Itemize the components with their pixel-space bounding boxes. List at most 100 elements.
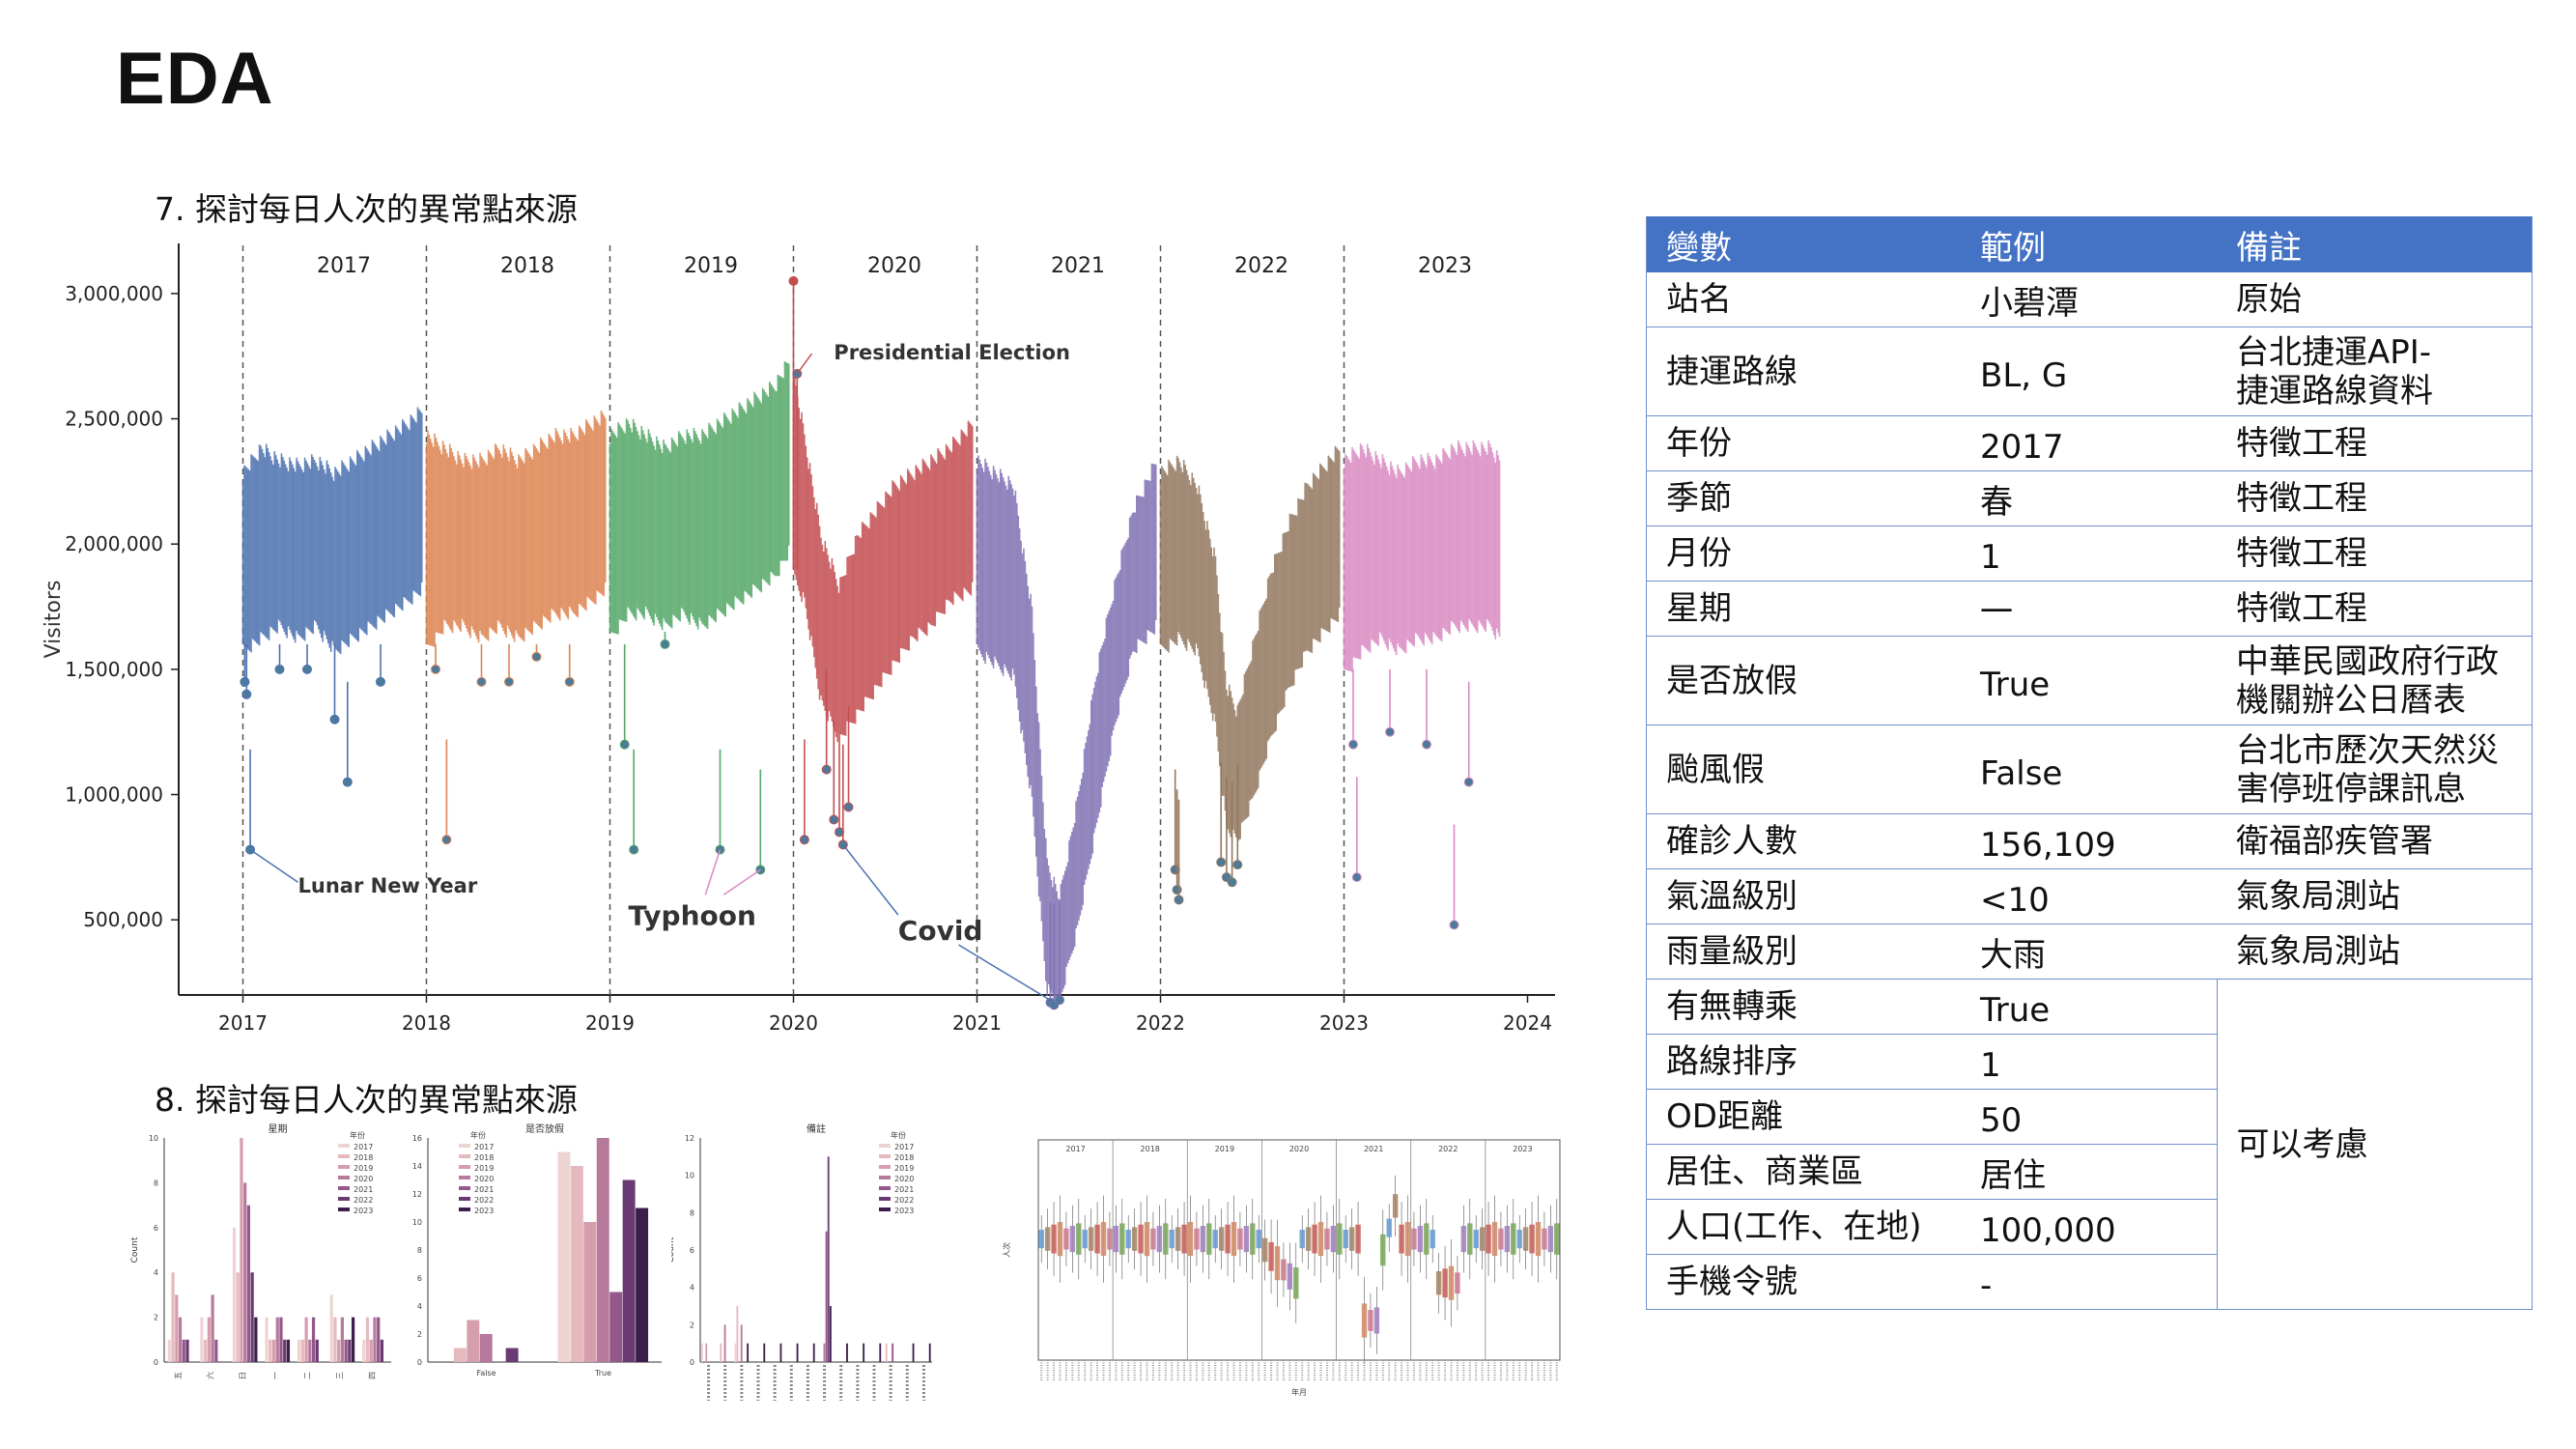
outlier-point (1055, 995, 1064, 1006)
cell-note-merged: 可以考慮 (2216, 979, 2533, 1310)
annotation-line (704, 849, 722, 895)
legend: 年份 2017 2018 2019 2020 2021 2022 2023 (879, 1130, 914, 1215)
thumb-box (1547, 1226, 1554, 1253)
thumb-box (1175, 1227, 1181, 1251)
thumb-y-tick: 0 (417, 1358, 422, 1367)
outlier-point (1232, 860, 1243, 870)
thumb-box (1417, 1226, 1424, 1253)
annotation-lunar-new-year: Lunar New Year (298, 874, 478, 897)
outlier-point (531, 651, 542, 662)
thumb-bar (167, 1339, 171, 1362)
thumb-box (1504, 1226, 1511, 1253)
thumb-box (1448, 1265, 1455, 1300)
thumb-bar (636, 1208, 649, 1362)
thumb-box (1529, 1224, 1535, 1254)
cell-note: 特徵工程 (2217, 415, 2533, 471)
thumb-bar (892, 1343, 894, 1362)
thumb-y-tick: 8 (690, 1208, 694, 1217)
thumb-y-label: Count (401, 1236, 404, 1263)
thumb-year-label: 2017 (1065, 1145, 1085, 1153)
cell-variable: 有無轉乘 (1646, 979, 1961, 1035)
thumb-bar (812, 1343, 815, 1362)
cell-example: 2017 (1961, 415, 2217, 471)
thumb-box (1330, 1226, 1337, 1253)
legend-title: 年份 (350, 1130, 365, 1140)
cell-note: 中華民國政府行政 機關辦公日曆表 (2217, 636, 2533, 725)
thumb-bar (311, 1317, 316, 1362)
outlier-point (1348, 739, 1358, 750)
thumb-bar (308, 1339, 312, 1362)
thumb-bar (505, 1348, 519, 1362)
thumb-bar (380, 1339, 384, 1362)
thumb-x-tick: 二 (303, 1372, 312, 1379)
outlier-point (829, 814, 839, 825)
annotation-line (249, 848, 298, 883)
thumb-bar (275, 1317, 279, 1362)
cell-note: 特徵工程 (2217, 470, 2533, 526)
thumb-box (1051, 1224, 1057, 1254)
outlier-point (619, 739, 630, 750)
annotation-point (789, 276, 798, 286)
thumb-bar (609, 1292, 623, 1362)
legend-label: 2022 (894, 1196, 914, 1205)
y-tick-label: 2,500,000 (65, 408, 163, 431)
section-8-title: 8. 探討每日人次的異常點來源 (155, 1081, 578, 1119)
thumb-box (1399, 1224, 1404, 1254)
header-note: 備註 (2217, 216, 2533, 272)
legend-label: 2020 (474, 1175, 494, 1183)
cell-example: False (1961, 724, 2217, 814)
thumb-bar (479, 1334, 493, 1362)
thumb-bar (369, 1339, 373, 1362)
thumb-x-tick: False (476, 1369, 495, 1378)
thumb-y-tick: 6 (154, 1224, 158, 1233)
table-row: 是否放假 True 中華民國政府行政 機關辦公日曆表 (1646, 636, 2533, 725)
thumb-y-label: Count (130, 1236, 140, 1263)
cell-note: 原始 (2217, 272, 2533, 327)
outlier-point (376, 676, 385, 687)
outlier-point (329, 714, 340, 724)
cell-variable: OD距離 (1646, 1089, 1961, 1145)
cell-variable: 雨量級別 (1646, 923, 1961, 980)
thumb-bar (796, 1343, 799, 1362)
thumb-box (1373, 1307, 1380, 1334)
y-tick-label: 1,500,000 (65, 658, 163, 681)
series-2019 (609, 361, 790, 875)
thumb-bar (329, 1294, 333, 1362)
thumb-bar (265, 1317, 269, 1362)
thumb-title: 星期 (269, 1123, 288, 1135)
thumb-y-label: 人次 (1002, 1242, 1011, 1258)
table-row: 季節春特徵工程 (1646, 470, 2533, 526)
outlier-point (821, 764, 832, 775)
cell-variable: 手機令號 (1646, 1254, 1961, 1310)
table-row: 捷運路線 BL, G 台北捷運API- 捷運路線資料 (1646, 327, 2533, 416)
outlier-point (843, 802, 854, 812)
outlier-point (240, 676, 250, 687)
thumb-box (1131, 1227, 1138, 1251)
thumb-bar (243, 1182, 247, 1362)
year-header-label: 2022 (1234, 254, 1288, 278)
thumb-box (1442, 1268, 1448, 1298)
legend-label: 2020 (354, 1175, 373, 1183)
thumb-bar (232, 1227, 237, 1362)
cell-example: 居住 (1961, 1144, 2217, 1200)
section-7-title: 7. 探討每日人次的異常點來源 (155, 190, 578, 228)
legend-swatch (459, 1154, 470, 1158)
legend-label: 2022 (354, 1196, 373, 1205)
thumb-box (1163, 1223, 1169, 1255)
series-2018 (425, 410, 607, 845)
outlier-point (1449, 920, 1459, 930)
thumb-bar (304, 1317, 308, 1362)
legend-label: 2023 (894, 1207, 914, 1215)
thumb-x-tick: 三 (336, 1372, 345, 1379)
thumb-bar (734, 1343, 737, 1362)
thumb-y-tick: 4 (690, 1284, 694, 1293)
legend: 年份 2017 2018 2019 2020 2021 2022 2023 (459, 1130, 494, 1215)
thumb-bar (337, 1339, 341, 1362)
table-row: 颱風假 False 台北市歷次天然災 害停班停課訊息 (1646, 724, 2533, 814)
table-row: 有無轉乘 True 可以考慮 (1646, 979, 2533, 1310)
thumb-bar (250, 1272, 254, 1362)
thumb-title: 備註 (807, 1122, 826, 1135)
thumb-bar (269, 1339, 272, 1362)
outlier-point (274, 664, 285, 674)
legend-title: 年份 (891, 1130, 906, 1140)
